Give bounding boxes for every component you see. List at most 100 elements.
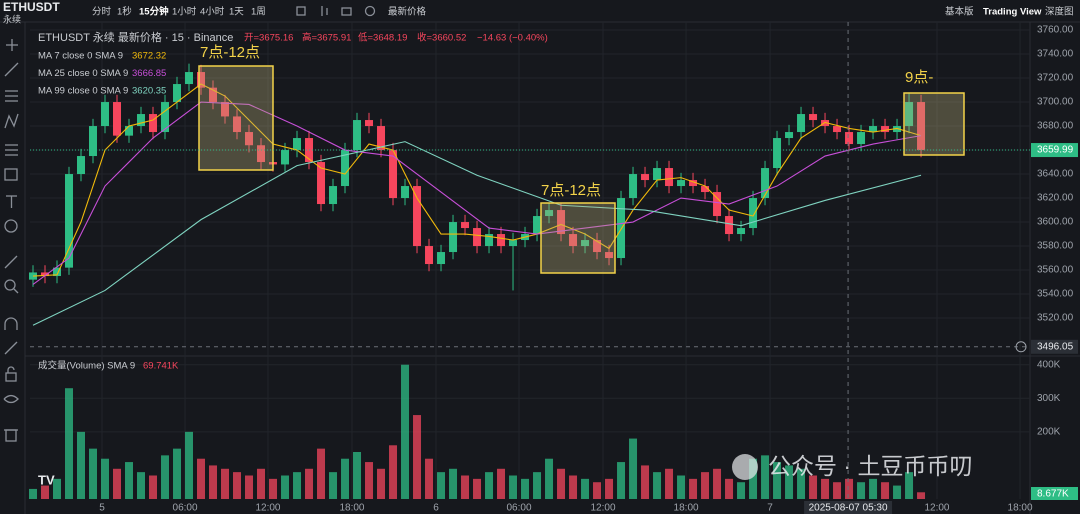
y-tick-label: 3700.00 [1037, 97, 1074, 108]
candle-body [77, 156, 86, 175]
volume-bar [401, 364, 410, 499]
watermark-icon [732, 454, 758, 480]
last-volume-label: 8.677K [1037, 489, 1069, 500]
x-tick-label: 7 [767, 503, 773, 514]
candle-body [725, 216, 734, 235]
candle-body [365, 120, 374, 127]
volume-bar [113, 468, 122, 499]
crosshair-price-box [1031, 339, 1078, 354]
volume-bar [785, 465, 794, 499]
volume-bar [545, 458, 554, 499]
y-tick-label: 3720.00 [1037, 73, 1074, 84]
moving-average-line [32, 83, 922, 277]
volume-bar [617, 462, 626, 499]
x-tick-label: 5 [99, 503, 105, 514]
candle-body [245, 132, 254, 146]
x-tick-label: 6 [433, 503, 439, 514]
view-tab[interactable]: 深度图 [1045, 6, 1074, 18]
y-tick-label: 3740.00 [1037, 49, 1074, 60]
candle-body [449, 222, 458, 253]
candle-body [701, 186, 710, 193]
volume-bar [365, 462, 374, 499]
volume-bar [869, 478, 878, 499]
candle-body [149, 114, 158, 133]
candle-body [785, 132, 794, 139]
candle-body [101, 102, 110, 127]
legend-label: MA 7 close 0 SMA 9 [38, 51, 123, 62]
toolbar-icons[interactable] [296, 5, 376, 17]
volume-bar [161, 455, 170, 499]
volume-bar [413, 415, 422, 499]
candle-body [113, 102, 122, 136]
candle-body [665, 168, 674, 187]
y-tick-label: 200K [1037, 426, 1061, 437]
candle-body [293, 138, 302, 151]
volume-bar [737, 482, 746, 499]
annotation-box [540, 202, 616, 274]
candle-body [437, 252, 446, 265]
volume-bar [305, 468, 314, 499]
volume-bar [641, 465, 650, 499]
x-tick-label: 06:00 [507, 503, 532, 514]
candle-body [809, 114, 818, 121]
volume-bar [749, 458, 758, 499]
volume-bar [281, 475, 290, 499]
crosshair-price-label: 3496.05 [1037, 341, 1074, 352]
candle-body [857, 132, 866, 145]
y-tick-label: 3760.00 [1037, 25, 1074, 36]
volume-sma-value: 69.741K [143, 361, 179, 372]
candle-body [737, 228, 746, 235]
candle-body [677, 180, 686, 187]
view-tab[interactable]: 基本版 [945, 6, 974, 18]
volume-bar [773, 462, 782, 499]
volume-bar [269, 478, 278, 499]
volume-bar [197, 458, 206, 499]
candle-body [869, 126, 878, 133]
view-tab[interactable]: Trading View [983, 7, 1042, 18]
volume-bar [917, 492, 926, 499]
candle-body [509, 240, 518, 247]
interval-tab[interactable]: 1秒 [117, 6, 132, 18]
volume-bar [137, 472, 146, 499]
drawing-tools[interactable] [3, 39, 19, 442]
last-price-label: 3659.99 [1037, 145, 1074, 156]
interval-tab[interactable]: 分时 [92, 6, 112, 18]
volume-bar [89, 448, 98, 499]
volume-bar [317, 448, 326, 499]
volume-bar [497, 468, 506, 499]
interval-tab[interactable]: 1小时 [172, 6, 197, 18]
ohlc-value: 收=3660.52 [417, 32, 466, 44]
interval-tab[interactable]: 15分钟 [139, 6, 169, 18]
price-mode[interactable]: 最新价格 [388, 6, 427, 18]
x-tick-label: 12:00 [924, 503, 949, 514]
interval-tab[interactable]: 4小时 [200, 6, 225, 18]
volume-bar [821, 478, 830, 499]
y-tick-label: 3640.00 [1037, 169, 1074, 180]
volume-bar [677, 475, 686, 499]
candle-body [257, 145, 266, 163]
candle-body [557, 210, 566, 235]
candle-body [473, 228, 482, 247]
candle-body [533, 216, 542, 235]
candle-body [749, 198, 758, 229]
volume-bar [185, 431, 194, 499]
volume-bar [329, 472, 338, 499]
candle-body [425, 246, 434, 265]
candle-body [281, 150, 290, 165]
candle-body [353, 120, 362, 151]
volume-bar [797, 468, 806, 499]
volume-bar [725, 478, 734, 499]
volume-bar [149, 475, 158, 499]
interval-tab[interactable]: 1天 [229, 7, 244, 18]
x-tick-label: 12:00 [591, 503, 616, 514]
candle-body [653, 168, 662, 181]
toolbar [0, 0, 1080, 22]
interval-tab[interactable]: 1周 [251, 7, 266, 18]
volume-bar [377, 468, 386, 499]
volume-bar [221, 468, 230, 499]
y-tick-label: 300K [1037, 393, 1061, 404]
symbol[interactable]: ETHUSDT [3, 0, 60, 14]
y-tick-label: 3560.00 [1037, 265, 1074, 276]
candle-body [65, 174, 74, 268]
